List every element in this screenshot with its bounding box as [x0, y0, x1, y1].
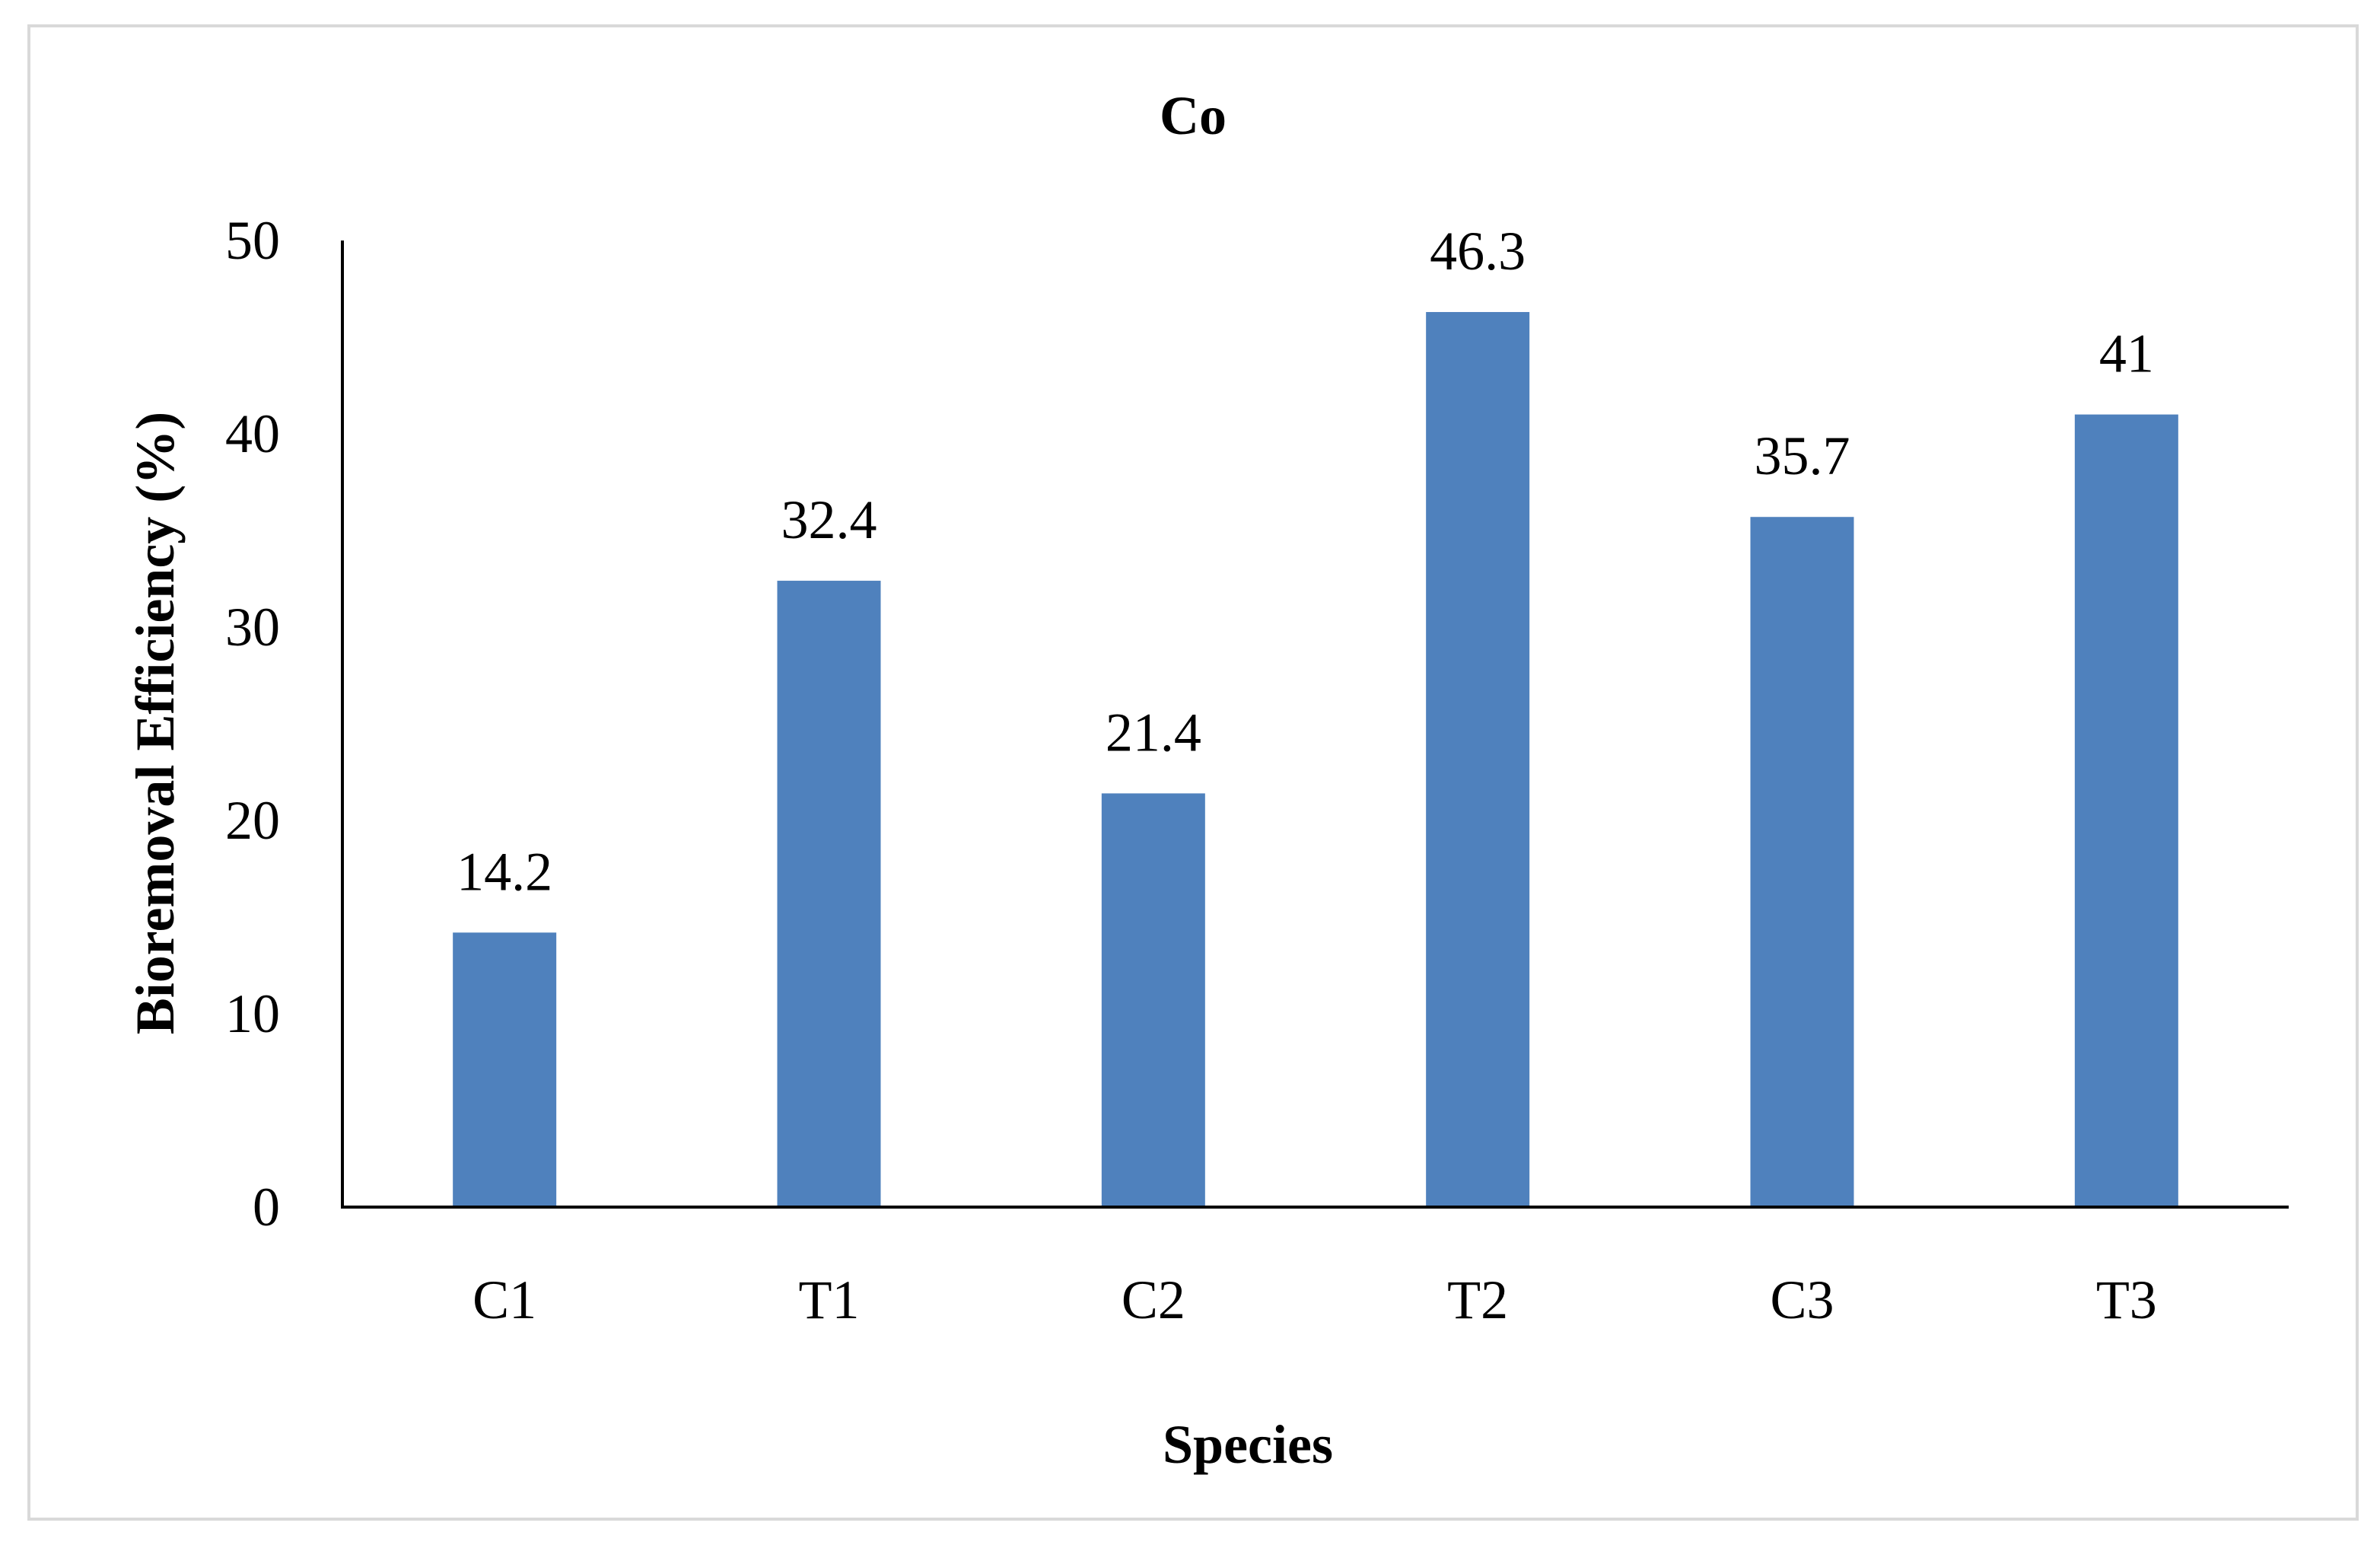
bar-c3	[1750, 517, 1854, 1207]
data-label-c2: 21.4	[1106, 702, 1201, 763]
bar-t2	[1426, 311, 1530, 1208]
bar-c2	[1101, 793, 1205, 1207]
x-tick-label-c2: C2	[1122, 1269, 1185, 1330]
y-tick-label: 20	[225, 790, 280, 851]
y-axis-ticks: 0 10 20 30 40 50	[225, 210, 280, 1238]
y-tick-label: 10	[225, 983, 280, 1044]
data-label-c1: 14.2	[457, 841, 552, 902]
x-axis-title: Species	[1163, 1414, 1333, 1475]
data-label-c3: 35.7	[1755, 425, 1850, 486]
bar-c1	[453, 932, 557, 1207]
y-tick-label: 40	[225, 403, 280, 464]
x-tick-label-t1: T1	[799, 1269, 860, 1330]
data-label-t2: 46.3	[1430, 221, 1526, 282]
x-axis-ticks: C1 T1 C2 T2 C3 T3	[473, 1269, 2157, 1330]
bars	[453, 311, 2178, 1208]
chart-title: Co	[1160, 85, 1227, 146]
x-tick-label-t3: T3	[2096, 1269, 2157, 1330]
x-tick-label-c3: C3	[1770, 1269, 1834, 1330]
data-label-t1: 32.4	[781, 489, 877, 550]
x-tick-label-t2: T2	[1447, 1269, 1508, 1330]
y-tick-label: 0	[253, 1177, 280, 1238]
y-tick-label: 50	[225, 210, 280, 271]
chart-frame	[27, 24, 2359, 1521]
bar-t3	[2074, 414, 2178, 1207]
data-label-t3: 41	[2099, 323, 2154, 384]
y-axis-title: Bioremoval Efficiency (%)	[125, 412, 186, 1034]
y-tick-label: 30	[225, 597, 280, 658]
x-tick-label-c1: C1	[473, 1269, 536, 1330]
bar-t1	[777, 581, 881, 1207]
data-labels: 14.2 32.4 21.4 46.3 35.7 41	[457, 221, 2154, 902]
